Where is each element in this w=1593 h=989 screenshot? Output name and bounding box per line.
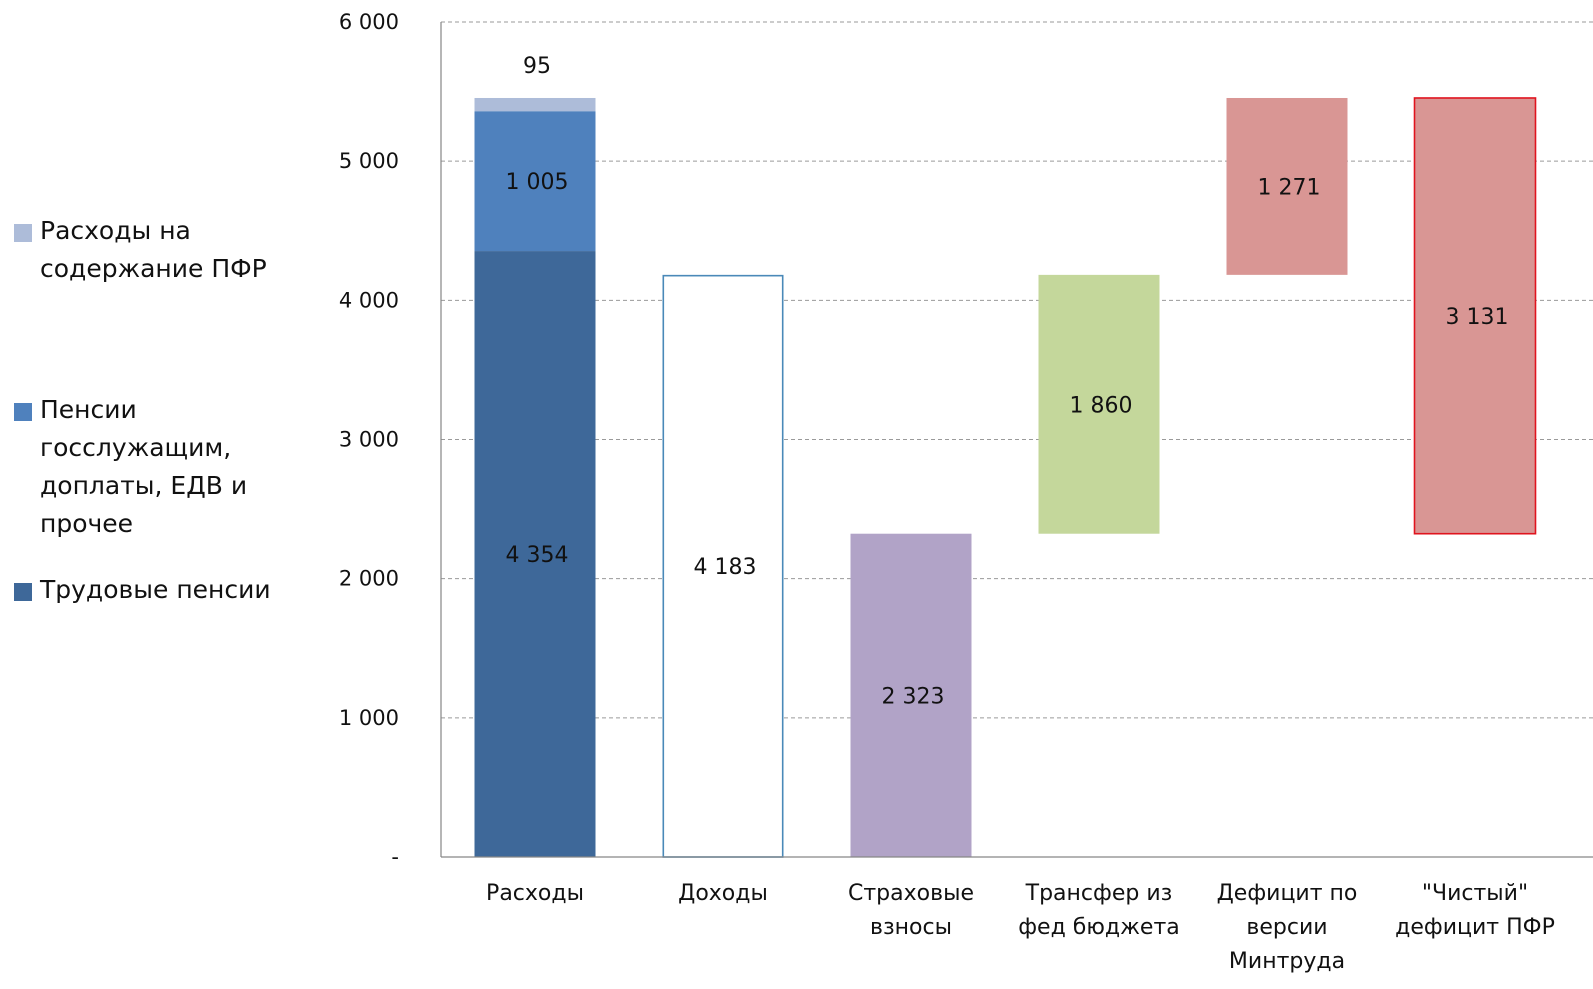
y-tick-label: 5 000 <box>339 149 399 173</box>
y-tick-label: 2 000 <box>339 567 399 591</box>
y-tick-label: 3 000 <box>339 428 399 452</box>
data-label: 1 860 <box>1070 393 1133 418</box>
x-category-label: Расходы <box>486 881 584 906</box>
bar <box>662 274 784 858</box>
legend-label: Пенсии <box>40 395 137 424</box>
x-category-label: дефицит ПФР <box>1395 915 1555 940</box>
data-label: 4 354 <box>506 543 569 568</box>
bar <box>474 111 596 252</box>
x-category-label: Минтруда <box>1229 949 1345 974</box>
legend-item: Трудовые пенсии <box>14 571 289 609</box>
bar <box>474 97 596 112</box>
legend-item: Пенсии госслужащим, доплаты, ЕДВ и прочее <box>14 391 289 543</box>
y-tick-label: - <box>391 845 399 869</box>
data-label: 3 131 <box>1446 305 1509 330</box>
legend-swatch <box>14 583 32 601</box>
legend-swatch <box>14 224 32 242</box>
data-label: 4 183 <box>694 555 757 580</box>
data-label: 1 271 <box>1258 175 1321 200</box>
legend-swatch <box>14 403 32 421</box>
axes: - 1 000 2 000 3 000 4 000 5 000 6 000 <box>339 10 1593 869</box>
legend-label: Трудовые пенсии <box>40 575 271 604</box>
x-category-label: "Чистый" <box>1422 881 1528 906</box>
legend-label: прочее <box>40 509 134 538</box>
y-tick-label: 6 000 <box>339 10 399 34</box>
gridlines <box>441 21 1593 719</box>
x-category-label: Дефицит по <box>1217 881 1358 906</box>
y-tick-label: 1 000 <box>339 706 399 730</box>
x-category-label: Страховые <box>848 881 974 906</box>
bar <box>850 533 972 857</box>
labels: 4 354 1 005 95 4 183 2 323 1 860 1 271 3 131 Рас… <box>486 54 1555 974</box>
bars <box>474 97 1537 858</box>
legend-label: Расходы на <box>40 216 191 245</box>
x-category-label: Доходы <box>678 881 768 906</box>
bar <box>1226 97 1348 275</box>
data-label: 95 <box>523 54 551 79</box>
legend-label: содержание ПФР <box>40 254 267 283</box>
x-category-label: Трансфер из <box>1025 881 1173 906</box>
data-label: 1 005 <box>506 170 569 195</box>
bar <box>474 251 596 857</box>
bar <box>1038 274 1160 534</box>
legend-label: госслужащим, <box>40 433 232 462</box>
data-label: 2 323 <box>882 684 945 709</box>
x-category-label: фед бюджета <box>1018 915 1180 940</box>
legend-item: Расходы на содержание ПФР <box>14 212 289 288</box>
y-tick-label: 4 000 <box>339 288 399 312</box>
x-category-label: взносы <box>870 915 952 940</box>
bar <box>1413 97 1537 535</box>
legend-label: доплаты, ЕДВ и <box>40 471 248 500</box>
x-category-label: версии <box>1246 915 1327 940</box>
